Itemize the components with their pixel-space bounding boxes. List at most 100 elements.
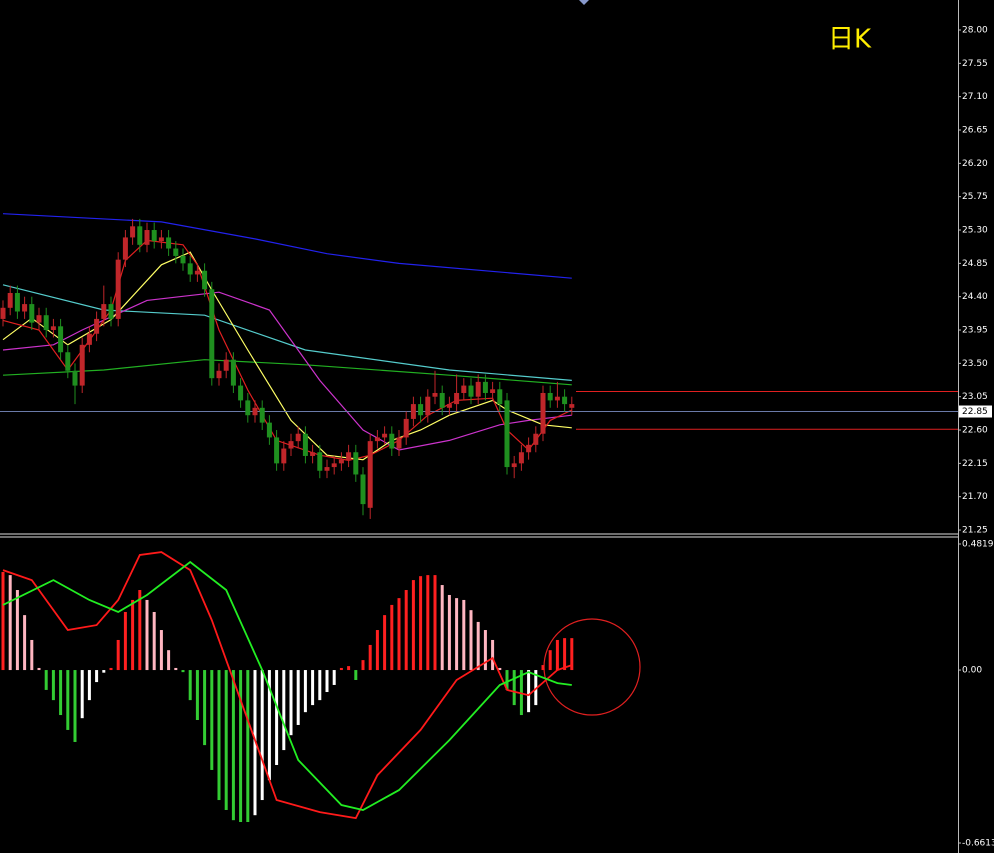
candle-body xyxy=(554,396,560,401)
candle-body xyxy=(533,433,539,445)
candle-body xyxy=(245,400,251,416)
candle-body xyxy=(22,304,28,312)
macd-bar xyxy=(318,670,322,701)
candle-body xyxy=(230,359,236,386)
macd-bar xyxy=(419,576,423,671)
candle-body xyxy=(331,463,337,468)
candle-body xyxy=(490,389,496,393)
macd-bar xyxy=(51,670,55,701)
macd-bar xyxy=(390,604,394,671)
macd-bar xyxy=(59,670,63,716)
candle-body xyxy=(274,437,280,464)
candle-body xyxy=(562,396,568,405)
y-tick-label: 23.95 xyxy=(962,326,988,336)
macd-bar xyxy=(275,670,279,765)
y-tick-label: 26.20 xyxy=(962,159,988,169)
candle-body xyxy=(425,396,431,416)
macd-bar xyxy=(167,650,171,671)
candle-body xyxy=(79,344,85,386)
candle-body xyxy=(338,459,344,464)
y-tick-label: 28.00 xyxy=(962,26,988,36)
candle-body xyxy=(432,392,438,397)
candle-body xyxy=(0,307,6,319)
y-tick-label: 21.70 xyxy=(962,492,988,502)
macd-bar xyxy=(224,670,228,810)
macd-bar xyxy=(95,670,99,683)
candle-body xyxy=(122,237,128,260)
macd-bar xyxy=(80,670,84,719)
scroll-marker xyxy=(579,0,589,5)
candle-body xyxy=(497,389,503,405)
macd-bar xyxy=(37,667,41,671)
y-tick-label: 24.40 xyxy=(962,292,988,302)
candle-body xyxy=(151,230,157,242)
macd-bar xyxy=(404,590,408,671)
candle-body xyxy=(108,304,114,319)
macd-bar xyxy=(512,670,516,706)
candle-body xyxy=(295,433,301,442)
candle-body xyxy=(389,433,395,449)
y-tick-label: 0.4819 xyxy=(962,540,994,550)
candle-body xyxy=(353,452,359,475)
candle-body xyxy=(194,270,200,275)
macd-bar xyxy=(469,610,473,671)
candle-body xyxy=(374,437,380,442)
macd-bar xyxy=(383,615,387,671)
macd-bar xyxy=(73,670,77,742)
macd-bar xyxy=(188,670,192,701)
macd-bar xyxy=(246,670,250,823)
macd-bar xyxy=(498,667,502,671)
candle-body xyxy=(418,404,424,416)
candle-body xyxy=(310,452,316,456)
macd-bar xyxy=(152,611,156,671)
candle-body xyxy=(475,381,481,397)
candle-body xyxy=(180,255,186,264)
macd-bar xyxy=(145,599,149,671)
candle-body xyxy=(454,392,460,405)
macd-bar xyxy=(109,667,113,671)
candle-body xyxy=(259,407,265,423)
candle-body xyxy=(482,381,488,393)
moving-average-line xyxy=(2,213,572,279)
macd-bar xyxy=(66,670,70,730)
y-tick-label: 27.55 xyxy=(962,59,988,69)
macd-bar xyxy=(174,667,178,671)
candle-body xyxy=(569,404,575,408)
candle-body xyxy=(187,263,193,275)
candle-body xyxy=(65,352,71,371)
y-tick-label: 27.10 xyxy=(962,92,988,102)
macd-bar xyxy=(483,630,487,671)
macd-bar xyxy=(548,650,552,671)
macd-bar xyxy=(455,598,459,671)
candle-body xyxy=(144,230,150,245)
macd-bar xyxy=(195,670,199,721)
candle-body xyxy=(468,385,474,397)
macd-bar xyxy=(476,621,480,671)
candle-body xyxy=(446,404,452,408)
macd-bar xyxy=(527,670,531,713)
macd-bar xyxy=(368,644,372,671)
candle-body xyxy=(367,441,373,508)
macd-bar xyxy=(289,670,293,736)
macd-bar xyxy=(296,670,300,725)
macd-line xyxy=(2,560,572,811)
candle-body xyxy=(86,333,92,345)
candle-body xyxy=(526,444,532,453)
candle-body xyxy=(396,437,402,449)
macd-bar xyxy=(8,575,12,671)
candle-body xyxy=(540,392,546,434)
macd-bar xyxy=(217,670,221,801)
candle-body xyxy=(115,259,121,319)
y-tick-label: 22.60 xyxy=(962,426,988,436)
candle-body xyxy=(504,400,510,468)
candle-body xyxy=(511,463,517,468)
macd-bar xyxy=(123,611,127,671)
candle-body xyxy=(166,237,172,249)
macd-bar xyxy=(102,670,106,673)
macd-bar xyxy=(426,575,430,671)
candle-body xyxy=(94,318,100,334)
y-tick-label: 22.15 xyxy=(962,459,988,469)
candle-body xyxy=(346,452,352,460)
